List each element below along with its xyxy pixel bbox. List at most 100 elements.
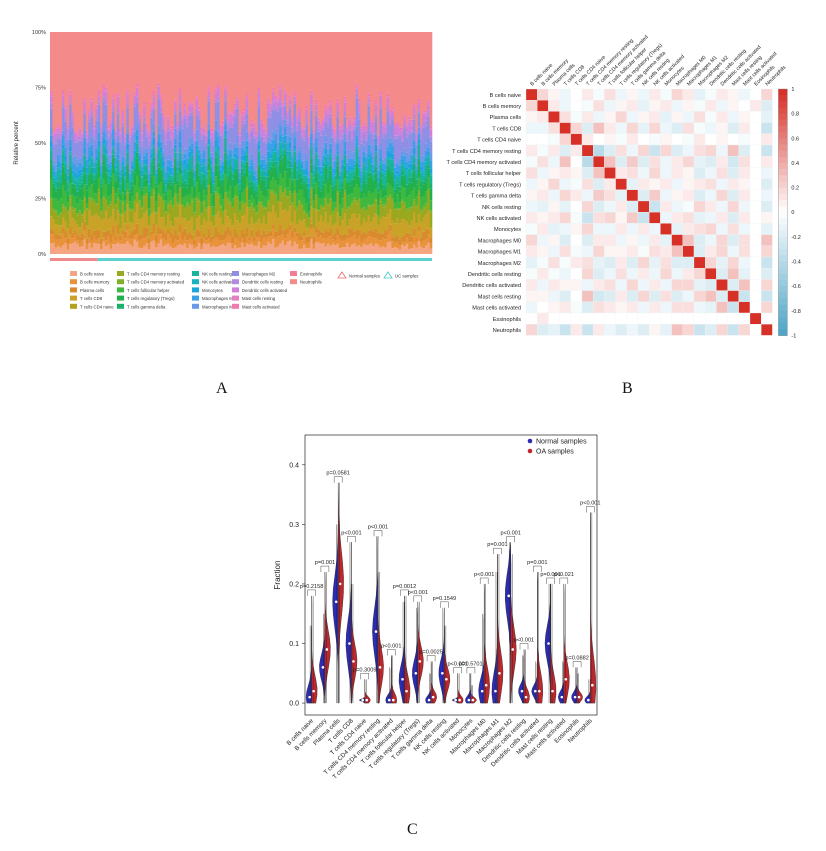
bar-segment: [104, 154, 108, 157]
bar-segment: [140, 248, 144, 254]
bar-segment: [276, 218, 280, 232]
bar-segment: [92, 199, 96, 203]
bar-segment: [315, 137, 318, 147]
bar-segment: [310, 223, 313, 230]
bar-segment: [326, 153, 330, 162]
heatmap-cell: [570, 200, 583, 213]
bar-segment: [128, 136, 132, 141]
bar-segment: [176, 167, 180, 171]
heatmap-cell: [716, 144, 728, 157]
bar-segment: [90, 201, 94, 217]
bar-segment: [57, 216, 60, 226]
heatmap-cell: [548, 144, 560, 157]
bar-segment: [245, 206, 249, 228]
bar-segment: [286, 135, 290, 144]
bar-segment: [159, 152, 163, 157]
bar-segment: [291, 193, 294, 203]
bar-segment: [229, 32, 232, 111]
bar-segment: [83, 137, 87, 148]
bar-segment: [207, 243, 211, 254]
bar-segment: [300, 152, 304, 161]
bar-segment: [286, 241, 290, 254]
bar-segment: [131, 170, 134, 182]
bar-segment: [267, 236, 270, 242]
bar-segment: [186, 114, 189, 117]
bar-segment: [78, 210, 82, 213]
bar-segment: [159, 94, 163, 98]
bar-segment: [307, 218, 311, 228]
bar-segment: [396, 170, 399, 175]
bar-segment: [326, 205, 330, 223]
bar-segment: [238, 213, 242, 224]
bar-segment: [331, 137, 335, 162]
heatmap-cell: [660, 279, 672, 291]
bar-segment: [389, 157, 392, 160]
bar-segment: [379, 108, 383, 143]
bar-segment: [355, 203, 359, 219]
bar-segment: [138, 114, 142, 119]
heatmap-cell: [604, 279, 616, 291]
bar-segment: [164, 244, 168, 254]
bar-segment: [90, 156, 94, 159]
bar-segment: [410, 220, 414, 237]
bar-segment: [357, 187, 361, 199]
bar-segment: [269, 180, 273, 191]
bar-segment: [219, 240, 223, 246]
bar-segment: [322, 238, 325, 244]
bar-segment: [319, 32, 323, 123]
bar-segment: [73, 187, 77, 197]
bar-segment: [245, 161, 249, 165]
bar-segment: [310, 239, 313, 254]
row-label: B cells naive: [490, 93, 521, 99]
bar-segment: [236, 100, 239, 106]
bar-segment: [410, 125, 414, 131]
bar-segment: [186, 202, 189, 205]
bar-segment: [420, 125, 423, 129]
bar-segment: [85, 132, 89, 135]
bar-segment: [281, 104, 285, 107]
heatmap-cell: [637, 324, 650, 336]
bar-segment: [360, 131, 364, 140]
heatmap-cell: [682, 245, 695, 258]
bar-segment: [241, 140, 244, 148]
bar-segment: [417, 231, 421, 242]
heatmap-cell: [581, 122, 594, 134]
bar-segment: [305, 108, 309, 113]
bar-segment: [128, 32, 132, 133]
bar-segment: [138, 240, 142, 248]
bar-segment: [248, 133, 251, 139]
bar-segment: [217, 32, 220, 84]
bar-segment: [408, 248, 411, 254]
bar-segment: [293, 232, 297, 242]
bar-segment: [319, 125, 323, 130]
bar-segment: [155, 213, 158, 225]
heatmap-cell: [570, 324, 583, 336]
colorbar-tick-label: 0.6: [791, 136, 799, 142]
significance-bracket: [413, 595, 423, 602]
heatmap-cell: [716, 88, 728, 101]
bar-segment: [155, 186, 158, 202]
bar-segment: [143, 32, 146, 102]
bar-segment: [372, 237, 375, 246]
bar-segment: [95, 214, 99, 231]
bar-segment: [198, 115, 201, 120]
bar-segment: [238, 135, 242, 144]
bar-segment: [116, 159, 120, 172]
bar-segment: [85, 156, 89, 160]
bar-segment: [269, 192, 273, 213]
bar-segment: [260, 122, 263, 133]
bar-segment: [243, 204, 247, 215]
bar-segment: [69, 102, 72, 106]
bar-segment: [200, 127, 204, 130]
bar-segment: [214, 102, 218, 121]
bar-segment: [233, 174, 237, 187]
bar-segment: [90, 32, 94, 98]
bar-segment: [155, 152, 158, 165]
heatmap-cell: [548, 256, 560, 269]
bar-segment: [83, 199, 87, 212]
bar-segment: [54, 198, 58, 211]
bar-segment: [422, 240, 426, 249]
heatmap-cell: [738, 245, 751, 258]
bar-segment: [140, 239, 144, 249]
bar-segment: [317, 242, 321, 254]
